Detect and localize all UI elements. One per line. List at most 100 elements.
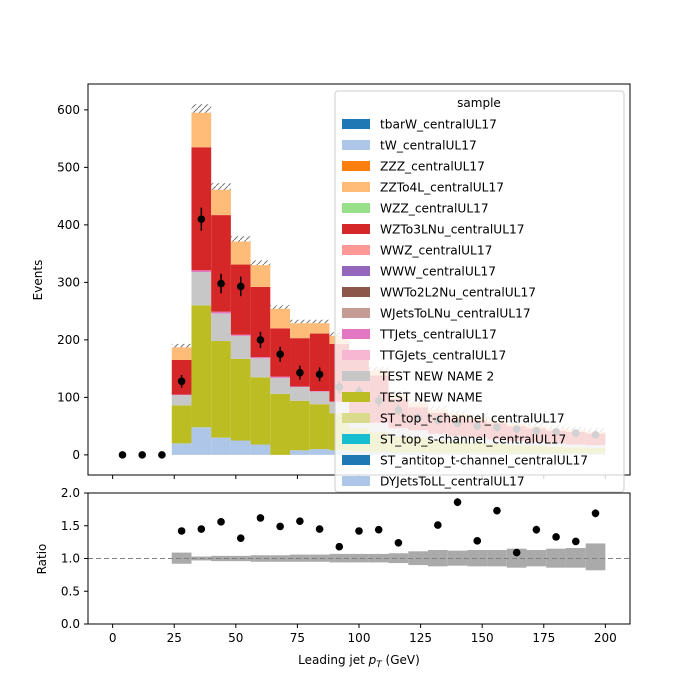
y-tick-label: 100 xyxy=(57,390,80,404)
stack-bar xyxy=(290,450,310,455)
legend-label: tbarW_centralUL17 xyxy=(380,118,497,132)
legend-swatch xyxy=(342,350,370,360)
ratio-point xyxy=(276,522,284,531)
stack-bar xyxy=(290,400,310,451)
legend-entry: ST_top_s-channel_centralUL17 xyxy=(342,433,566,447)
x-tick-label: 125 xyxy=(409,631,432,645)
ratio-point xyxy=(256,514,265,522)
stack-bar xyxy=(250,286,271,358)
ratio-uncertainty-band xyxy=(427,549,448,567)
stack-bar xyxy=(191,427,212,455)
ratio-uncertainty-band xyxy=(171,552,192,564)
legend-label: WWTo2L2Nu_centralUL17 xyxy=(380,286,536,300)
legend-entry: WWTo2L2Nu_centralUL17 xyxy=(342,286,536,300)
stack-bar xyxy=(250,444,271,455)
legend-entry: WZZ_centralUL17 xyxy=(342,202,489,216)
legend-swatch xyxy=(342,455,370,465)
mc-uncertainty-hatch xyxy=(211,183,231,190)
ratio-point xyxy=(236,534,245,542)
x-tick-label: 25 xyxy=(167,631,182,645)
stack-bar xyxy=(211,313,231,342)
stack-bar xyxy=(270,393,291,455)
legend-label: WZZ_centralUL17 xyxy=(380,202,489,216)
ratio-point xyxy=(335,542,344,551)
stack-bar xyxy=(230,358,251,441)
legend-swatch xyxy=(342,203,370,213)
legend-entry: ST_top_t-channel_centralUL17 xyxy=(342,412,565,426)
ratio-y-tick-label: 1.5 xyxy=(61,519,80,533)
legend-entry: ZZZ_centralUL17 xyxy=(342,160,485,174)
legend-label: WZTo3LNu_centralUL17 xyxy=(380,223,525,237)
stack-bar xyxy=(230,334,251,336)
legend-entry: tW_centralUL17 xyxy=(342,139,477,153)
legend-entry: ST_antitop_t-channel_centralUL17 xyxy=(342,454,588,468)
legend-label: ST_top_t-channel_centralUL17 xyxy=(380,412,565,426)
y-tick-label: 0 xyxy=(72,448,80,462)
x-tick-label: 150 xyxy=(471,631,494,645)
legend-entry: WWZ_centralUL17 xyxy=(342,244,492,258)
data-point xyxy=(197,215,206,223)
y-tick-label: 300 xyxy=(57,275,80,289)
stack-bar xyxy=(211,215,231,312)
stack-bar xyxy=(211,189,231,216)
stack-bar xyxy=(211,437,231,455)
ratio-uncertainty-band xyxy=(467,549,488,567)
stack-bar xyxy=(290,386,310,388)
main-y-axis-label: Events xyxy=(31,260,45,301)
stack-bar xyxy=(171,443,192,455)
mc-uncertainty-hatch xyxy=(270,305,291,309)
stack-bar xyxy=(230,440,251,455)
legend-frame xyxy=(334,90,625,493)
y-tick-label: 200 xyxy=(57,333,80,347)
stack-bar xyxy=(290,387,310,401)
legend-label: DYJetsToLL_centralUL17 xyxy=(380,475,525,489)
x-tick-label: 100 xyxy=(348,631,371,645)
legend-swatch xyxy=(342,434,370,444)
data-point xyxy=(217,279,225,288)
ratio-point xyxy=(493,506,501,515)
legend-entry: TEST NEW NAME xyxy=(342,391,483,405)
ratio-y-ticks: 0.0 0.5 1.0 1.5 2.0 xyxy=(61,486,88,631)
stack-bar xyxy=(290,338,310,387)
mc-uncertainty-hatch xyxy=(191,104,212,113)
legend-entry: TTJets_centralUL17 xyxy=(342,328,497,342)
ratio-point xyxy=(453,498,462,506)
ratio-band-and-points xyxy=(88,498,630,571)
data-point xyxy=(315,370,324,379)
stack-bar xyxy=(230,335,251,359)
legend-entry: WJetsToLNu_centralUL17 xyxy=(342,307,531,321)
legend-swatch xyxy=(342,308,370,318)
ratio-point xyxy=(394,538,403,547)
ratio-point xyxy=(177,527,186,535)
y-tick-label: 500 xyxy=(57,160,80,174)
legend-swatch xyxy=(342,413,370,423)
stack-bar xyxy=(191,270,212,273)
stack-bar xyxy=(270,308,291,329)
legend-label: ZZTo4L_centralUL17 xyxy=(380,181,504,195)
stack-bar xyxy=(171,395,192,406)
data-point xyxy=(138,451,146,459)
stack-bar xyxy=(211,311,231,314)
stack-bar xyxy=(250,357,271,359)
legend-label: TEST NEW NAME xyxy=(379,391,483,405)
data-point xyxy=(296,368,304,377)
ratio-uncertainty-band xyxy=(565,548,586,568)
x-tick-label: 175 xyxy=(532,631,555,645)
ratio-point xyxy=(197,525,206,533)
ratio-uncertainty-band xyxy=(309,554,330,562)
ratio-x-ticks: 0 25 50 75 100 125 150 175 200 xyxy=(109,624,617,645)
ratio-y-tick-label: 0.0 xyxy=(61,617,80,631)
stack-bar xyxy=(309,323,330,334)
data-point xyxy=(118,451,127,459)
legend-swatch xyxy=(342,392,370,402)
ratio-y-tick-label: 0.5 xyxy=(61,584,80,598)
mc-uncertainty-hatch xyxy=(230,236,251,242)
stack-bar xyxy=(191,272,212,306)
stack-bar xyxy=(309,391,330,392)
legend-entry: tbarW_centralUL17 xyxy=(342,118,497,132)
ratio-point xyxy=(532,525,541,534)
ratio-y-tick-label: 1.0 xyxy=(61,552,80,566)
ratio-point xyxy=(217,518,225,526)
stack-bar xyxy=(191,112,212,148)
